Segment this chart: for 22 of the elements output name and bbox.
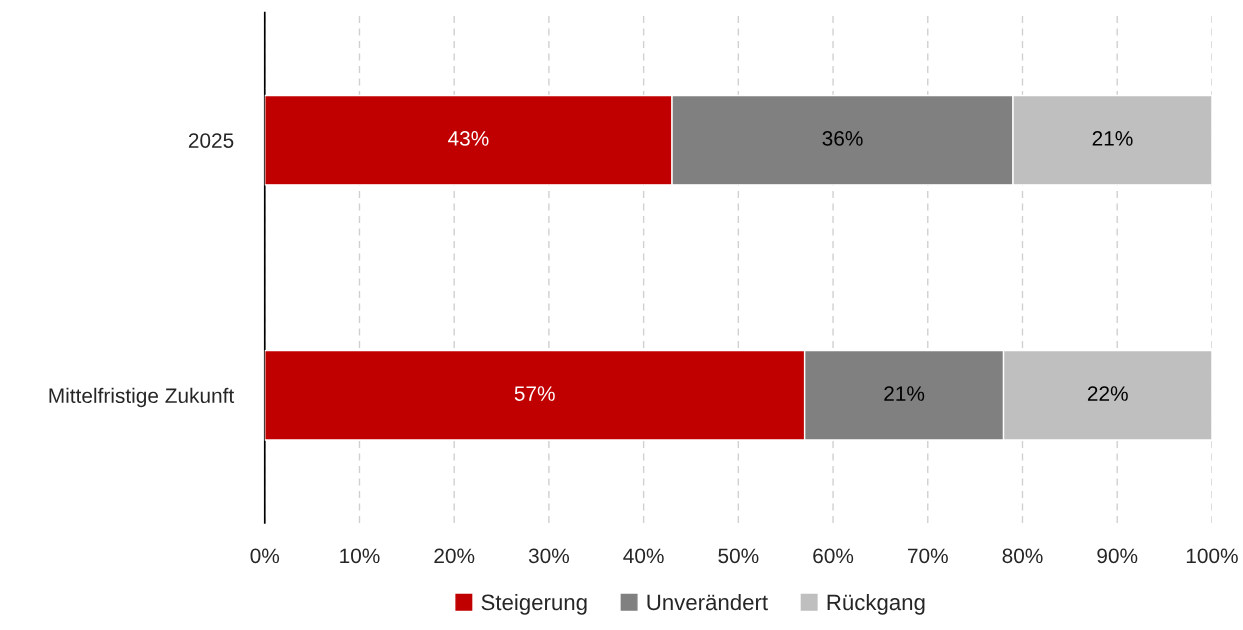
y-tick-label: Mittelfristige Zukunft [49, 387, 235, 408]
x-tick-label: 70% [907, 548, 948, 564]
data-label: 22% [1087, 386, 1128, 401]
x-tick-label: 60% [813, 548, 854, 564]
x-tick-label: 40% [623, 548, 664, 564]
x-tick-label: 10% [340, 548, 380, 564]
x-tick-label: 20% [434, 548, 475, 564]
x-tick-label: 30% [528, 548, 570, 564]
x-tick-label: 100% [1186, 548, 1238, 564]
data-label: 57% [514, 386, 555, 401]
x-tick-label: 0% [250, 548, 280, 564]
legend-label: Rückgang [827, 593, 925, 615]
x-tick-label: 80% [1002, 548, 1043, 564]
y-tick-label: 2025 [188, 133, 234, 148]
data-label: 36% [822, 131, 863, 146]
data-label: 21% [884, 386, 925, 401]
x-tick-label: 50% [718, 548, 759, 564]
legend-label: Steigerung [481, 593, 587, 615]
legend-label: Unverändert [647, 593, 768, 611]
data-label: 21% [1092, 131, 1133, 146]
data-label: 43% [448, 131, 489, 146]
x-tick-label: 90% [1097, 548, 1138, 564]
